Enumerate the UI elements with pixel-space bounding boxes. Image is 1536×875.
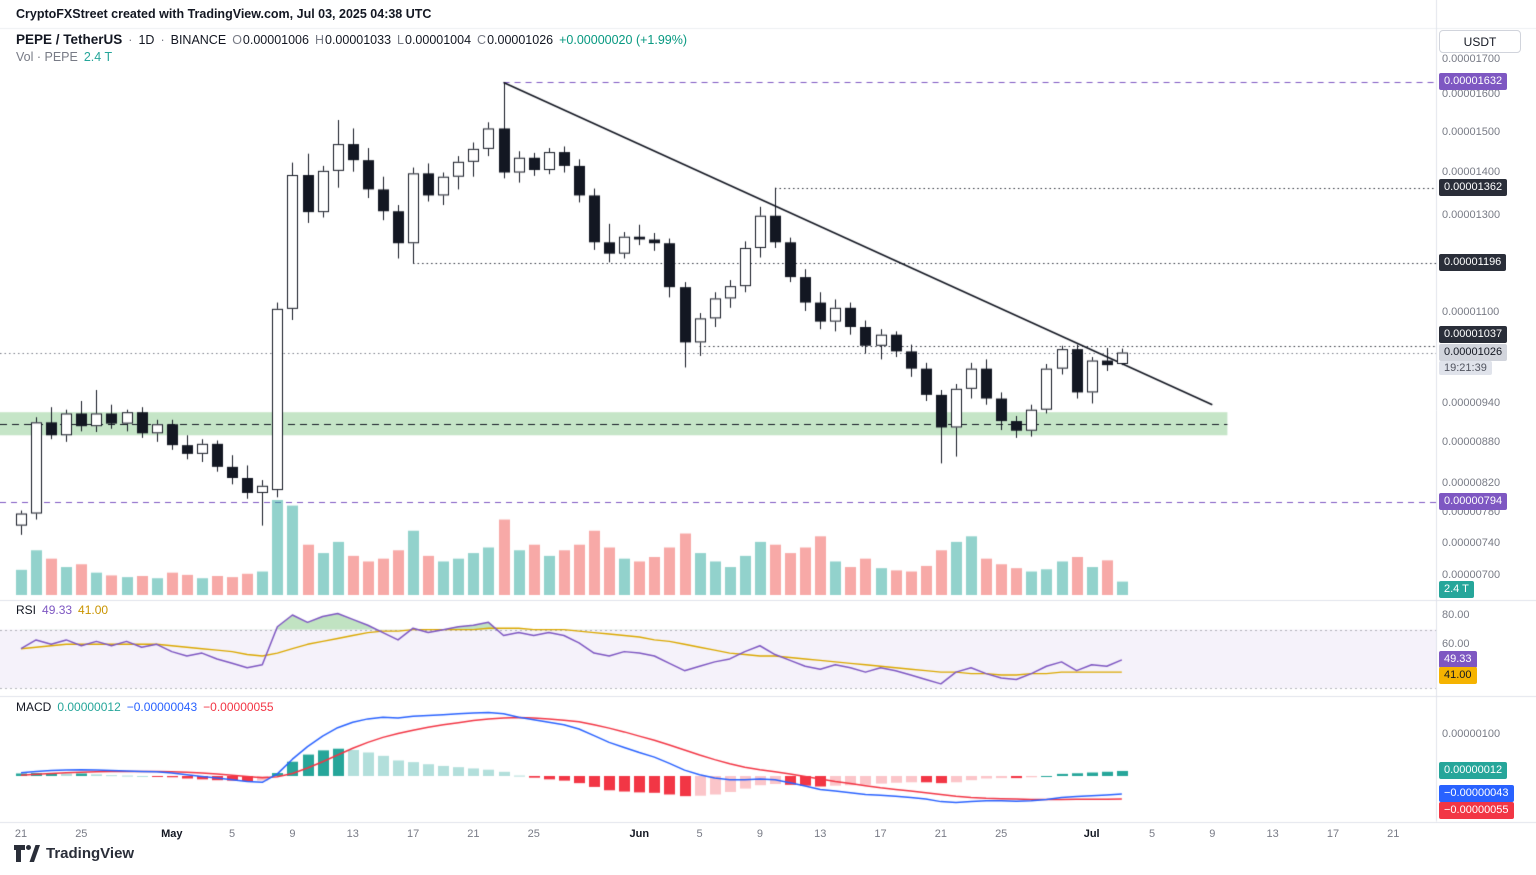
time-label: 9	[756, 828, 763, 840]
time-label: 21	[1387, 828, 1400, 840]
time-label: 25	[995, 828, 1008, 840]
time-label: 5	[696, 828, 703, 840]
ohlc-close: C 0.00001026	[477, 33, 553, 47]
symbol-title[interactable]: PEPE / TetherUS	[16, 32, 123, 47]
time-label: 25	[75, 828, 88, 840]
tradingview-logo-text: TradingView	[46, 845, 135, 862]
time-label: Jul	[1083, 828, 1100, 840]
high-value: 0.00001033	[325, 32, 392, 47]
time-axis[interactable]: 21 25 May 5 9 13 17 21 25 Jun 5 9 13 17 21 25 Jul 5 9 13 17 2…	[0, 822, 1436, 850]
rsi-indicator-label[interactable]: RSI	[16, 603, 37, 617]
price-axis[interactable]: 0.00001700 0.00001600 0.00001500 0.00001400…	[1437, 0, 1536, 822]
time-label: 13	[1266, 828, 1279, 840]
high-label: H	[314, 32, 324, 47]
rsi-value: 49.33	[42, 603, 73, 617]
time-label: 17	[874, 828, 887, 840]
time-label: May	[161, 828, 183, 840]
countdown-timer: 19:21:39	[1439, 361, 1492, 376]
time-label: 21	[467, 828, 480, 840]
time-label: 9	[1209, 828, 1216, 840]
price-tick: 0.00001100	[1442, 306, 1500, 318]
time-label: 13	[346, 828, 359, 840]
rsi-legend: RSI 49.33 41.00	[16, 603, 108, 617]
axis-price-badge: 0.00001632	[1439, 73, 1508, 91]
price-tick: 0.00000940	[1442, 397, 1501, 410]
ohlc-low: L 0.00001004	[397, 33, 471, 47]
axis-price-badge: 0.00001196	[1439, 254, 1507, 272]
macd-signal-value: −0.00000055	[203, 700, 274, 714]
time-label: 17	[406, 828, 420, 840]
rsi-tick: 80.00	[1442, 609, 1470, 621]
rsi-ma-value: 41.00	[78, 603, 109, 617]
price-tick: 0.00000820	[1442, 476, 1501, 489]
volume-label[interactable]: Vol · PEPE	[16, 50, 78, 64]
macd-indicator-label[interactable]: MACD	[16, 700, 52, 714]
open-value: 0.00001006	[242, 32, 309, 47]
price-tick: 0.00000880	[1442, 435, 1501, 448]
axis-price-badge: 0.00001026	[1439, 343, 1508, 361]
axis-price-badge: 0.00001362	[1439, 178, 1508, 196]
low-value: 0.00001004	[405, 32, 472, 47]
close-value: 0.00001026	[487, 32, 554, 47]
ohlc-high: H 0.00001033	[315, 33, 391, 47]
separator: ·	[160, 32, 165, 47]
time-label: 17	[1326, 828, 1340, 840]
exchange-label: BINANCE	[170, 32, 227, 47]
macd-tick: 0.00000100	[1442, 728, 1501, 740]
timeframe-label[interactable]: 1D	[138, 32, 155, 47]
price-tick: 0.00001700	[1442, 52, 1501, 65]
axis-price-badge: −0.00000055	[1439, 802, 1514, 820]
axis-price-badge: 0.00000794	[1439, 492, 1508, 510]
price-tick: 0.00001500	[1442, 125, 1501, 138]
time-label: 21	[934, 828, 947, 840]
time-label: 13	[814, 828, 827, 840]
price-change: +0.00000020 (+1.99%)	[559, 32, 688, 47]
separator: ·	[128, 32, 133, 47]
price-tick: 0.00000700	[1442, 569, 1501, 581]
low-label: L	[397, 32, 404, 47]
close-label: C	[477, 32, 487, 47]
price-tick: 0.00000740	[1442, 536, 1501, 549]
volume-value: 2.4 T	[83, 50, 113, 64]
macd-hist-value: 0.00000012	[57, 700, 121, 714]
time-label: Jun	[629, 828, 650, 840]
axis-price-badge: 41.00	[1439, 667, 1477, 685]
axis-price-badge: 49.33	[1439, 650, 1477, 668]
axis-price-badge: 0.00001037	[1439, 326, 1508, 344]
tradingview-logo[interactable]: TradingView	[14, 845, 134, 862]
time-label: 9	[289, 828, 296, 840]
price-tick: 0.00001300	[1442, 208, 1501, 221]
attribution-text: CryptoFXStreet created with TradingView.…	[16, 7, 432, 21]
ohlc-open: O 0.00001006	[232, 33, 309, 47]
time-label: 21	[14, 828, 28, 840]
volume-badge: 2.4 T	[1439, 581, 1474, 598]
axis-price-badge: 0.00000012	[1439, 761, 1508, 779]
tradingview-logo-icon	[14, 845, 40, 862]
macd-line-value: −0.00000043	[126, 700, 198, 714]
volume-legend: Vol · PEPE 2.4 T	[16, 50, 112, 64]
open-label: O	[232, 32, 242, 47]
time-label: 25	[527, 828, 540, 840]
price-tick: 0.00001400	[1442, 165, 1501, 178]
time-label: 5	[1148, 828, 1156, 840]
price-tick: 0.00001600	[1442, 88, 1501, 100]
time-label: 5	[229, 828, 236, 840]
currency-toggle-usdt[interactable]: USDT	[1439, 30, 1521, 53]
rsi-tick: 60.00	[1442, 638, 1470, 651]
macd-legend: MACD 0.00000012 −0.00000043 −0.00000055	[16, 700, 274, 714]
symbol-legend: PEPE / TetherUS · 1D · BINANCE O 0.000010…	[16, 32, 687, 47]
axis-price-badge: −0.00000043	[1439, 785, 1514, 803]
